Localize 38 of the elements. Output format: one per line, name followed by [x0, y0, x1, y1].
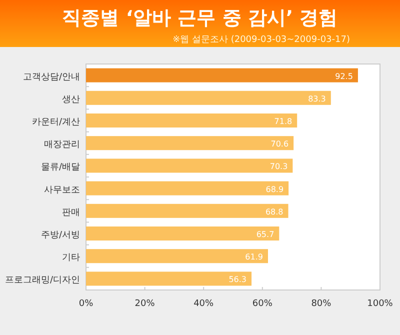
data-label: 61.9: [245, 252, 263, 262]
x-tick-label: 0%: [78, 299, 94, 309]
data-label: 68.9: [266, 184, 284, 194]
x-tick-label: 20%: [134, 299, 156, 309]
bar: [86, 113, 298, 128]
data-label: 68.8: [265, 207, 284, 216]
y-tick-label: 프로그래밍/디자인: [4, 276, 80, 286]
bar: [86, 226, 280, 241]
bar: [86, 272, 252, 286]
bar: [86, 136, 294, 150]
data-label: 70.6: [270, 140, 289, 149]
bar: [86, 90, 331, 105]
data-label: 92.5: [335, 72, 353, 81]
y-tick-label: 매장관리: [44, 140, 80, 150]
data-label: 71.8: [274, 117, 292, 126]
bar: [86, 204, 288, 218]
x-tick-label: 60%: [252, 299, 273, 309]
y-tick-label: 판매: [62, 208, 80, 218]
y-tick-label: 물류/배달: [40, 162, 80, 173]
bar: [86, 158, 293, 173]
chart-subtitle: ※웹 설문조사 (2009-03-03~2009-03-17): [172, 35, 350, 45]
bar: [86, 181, 289, 196]
y-tick-label: 기타: [62, 253, 80, 264]
data-label: 65.7: [256, 230, 274, 239]
bar: [86, 249, 268, 264]
bar: [86, 68, 358, 82]
data-label: 83.3: [308, 94, 326, 104]
y-tick-label: 고객상담/안내: [22, 72, 80, 82]
data-label: 56.3: [228, 275, 247, 284]
x-tick-label: 80%: [311, 299, 332, 309]
x-tick-label: 100%: [367, 299, 394, 309]
chart-title: 직종별 ‘알바 근무 중 감시’ 경험: [62, 7, 338, 29]
x-tick-label: 40%: [194, 299, 214, 309]
y-tick-label: 생산: [62, 94, 80, 105]
y-tick-label: 카운터/계산: [32, 118, 80, 128]
y-tick-label: 주방/서빙: [40, 230, 80, 240]
data-label: 70.3: [270, 162, 288, 172]
y-tick-label: 사무보조: [44, 185, 80, 196]
